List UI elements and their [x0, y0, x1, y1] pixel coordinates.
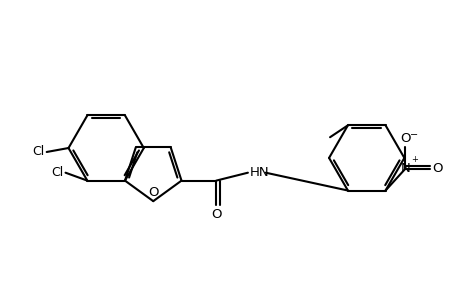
- Text: O: O: [148, 186, 158, 199]
- Text: O: O: [399, 132, 410, 145]
- Text: N: N: [400, 162, 409, 175]
- Text: HN: HN: [249, 166, 269, 179]
- Text: O: O: [211, 208, 221, 221]
- Text: Cl: Cl: [33, 146, 45, 158]
- Text: Cl: Cl: [51, 166, 63, 179]
- Text: +: +: [410, 155, 417, 164]
- Text: O: O: [431, 162, 442, 175]
- Text: −: −: [409, 130, 418, 140]
